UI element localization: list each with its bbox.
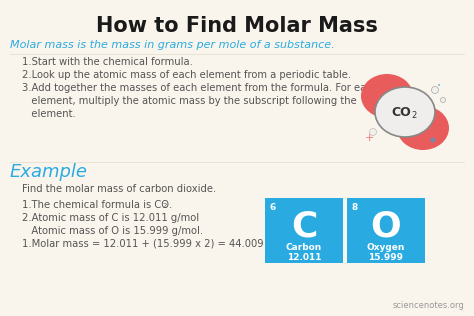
Text: 8: 8 <box>352 203 358 212</box>
Text: C: C <box>291 210 317 244</box>
Text: element.: element. <box>22 109 76 119</box>
Text: CO: CO <box>391 106 411 119</box>
Text: 1.Molar mass = 12.011 + (15.999 x 2) = 44.009 g/mol: 1.Molar mass = 12.011 + (15.999 x 2) = 4… <box>22 239 295 249</box>
Text: 2: 2 <box>163 203 167 209</box>
Bar <box>265 198 343 263</box>
Ellipse shape <box>361 74 413 118</box>
Text: 2.Look up the atomic mass of each element from a periodic table.: 2.Look up the atomic mass of each elemen… <box>22 70 351 80</box>
Text: 2: 2 <box>411 112 417 120</box>
Text: 1.Start with the chemical formula.: 1.Start with the chemical formula. <box>22 57 193 67</box>
Text: O: O <box>371 210 401 244</box>
Bar <box>347 198 425 263</box>
Text: Carbon: Carbon <box>286 243 322 252</box>
Circle shape <box>431 87 438 94</box>
Text: Atomic mass of O is 15.999 g/mol.: Atomic mass of O is 15.999 g/mol. <box>22 226 203 236</box>
Ellipse shape <box>397 106 449 150</box>
Text: 6: 6 <box>270 203 276 212</box>
Text: 12.011: 12.011 <box>287 253 321 262</box>
Text: 15.999: 15.999 <box>368 253 403 262</box>
Text: element, multiply the atomic mass by the subscript following the: element, multiply the atomic mass by the… <box>22 96 357 106</box>
Circle shape <box>440 98 446 102</box>
Text: 2.Atomic mass of C is 12.011 g/mol: 2.Atomic mass of C is 12.011 g/mol <box>22 213 199 223</box>
Text: 3.Add together the masses of each element from the formula. For each: 3.Add together the masses of each elemen… <box>22 83 378 93</box>
Circle shape <box>430 137 436 143</box>
Text: •: • <box>437 83 441 89</box>
Text: sciencenotes.org: sciencenotes.org <box>392 301 464 310</box>
Text: Oxygen: Oxygen <box>367 243 405 252</box>
Circle shape <box>370 129 376 136</box>
Text: 1.The chemical formula is CO: 1.The chemical formula is CO <box>22 200 169 210</box>
Ellipse shape <box>375 87 435 137</box>
Text: Example: Example <box>10 163 88 181</box>
Text: How to Find Molar Mass: How to Find Molar Mass <box>96 16 378 36</box>
Text: +: + <box>365 133 374 143</box>
Text: Molar mass is the mass in grams per mole of a substance.: Molar mass is the mass in grams per mole… <box>10 40 335 50</box>
Text: Find the molar mass of carbon dioxide.: Find the molar mass of carbon dioxide. <box>22 184 216 194</box>
Text: .: . <box>169 200 172 210</box>
